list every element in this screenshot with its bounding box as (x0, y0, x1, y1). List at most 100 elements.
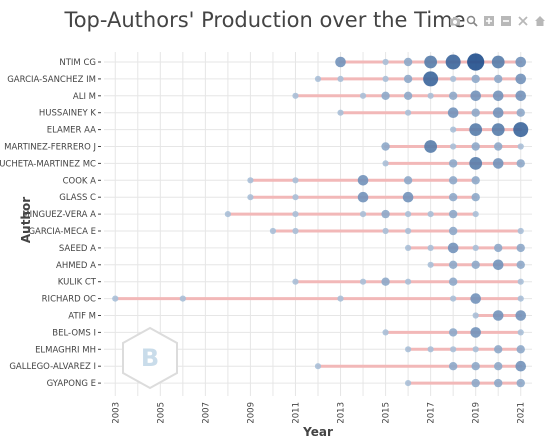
y-tick-label: KULIK CT (58, 278, 97, 288)
production-point (405, 109, 412, 116)
production-point (382, 329, 389, 336)
production-point (517, 143, 524, 150)
modebar (449, 12, 546, 27)
production-point (472, 312, 479, 319)
x-tick-label: 2019 (472, 402, 482, 424)
production-point (427, 92, 434, 99)
production-point (448, 362, 458, 371)
production-point (494, 345, 503, 354)
production-point (247, 177, 254, 184)
production-point (450, 295, 457, 302)
y-tick-label: AHMED A (56, 261, 96, 271)
production-point (448, 193, 458, 202)
production-point (450, 75, 457, 82)
zoom-icon[interactable] (466, 12, 478, 27)
production-point (447, 107, 459, 118)
production-point (515, 73, 527, 85)
production-point (405, 278, 412, 285)
y-tick-labels: NTIM CG GARCIA-SANCHEZ IM ALI M HUSSAINEY K… (0, 58, 101, 389)
production-point (403, 176, 413, 185)
production-point (359, 92, 367, 99)
production-point (515, 90, 527, 102)
production-point (450, 143, 457, 150)
y-tick-label: GLASS C (59, 193, 96, 203)
production-point (448, 260, 458, 269)
production-point (112, 295, 119, 302)
production-point (450, 126, 457, 133)
production-point (516, 378, 525, 388)
y-tick-label: ELAMER AA (47, 126, 96, 136)
camera-icon[interactable] (449, 12, 461, 26)
y-tick-label: SAEED A (59, 244, 96, 254)
production-point (405, 227, 412, 235)
production-point (403, 57, 413, 67)
production-point (424, 55, 438, 69)
production-point (515, 56, 527, 68)
y-tick-label: GARCIA-SANCHEZ IM (7, 75, 96, 85)
production-point (292, 194, 299, 201)
production-point (403, 91, 413, 101)
production-point (427, 346, 434, 353)
production-point (470, 293, 481, 304)
production-point (382, 75, 389, 82)
production-point (357, 175, 369, 186)
y-axis-title: Author (19, 197, 33, 243)
y-tick-label: BEL-OMS I (52, 328, 96, 338)
y-tick-label: HUSSAINEY K (39, 109, 97, 119)
production-point (494, 362, 503, 371)
production-point (471, 176, 480, 185)
production-point (472, 346, 479, 353)
production-point (337, 109, 344, 116)
y-tick-label: NTIM CG (59, 58, 96, 68)
zoom-out-icon[interactable] (500, 12, 512, 26)
production-point (314, 363, 322, 370)
production-point (337, 75, 344, 82)
y-tick-label: PUCHETA-MARTINEZ MC (0, 159, 96, 169)
production-point (292, 278, 299, 285)
production-point (335, 56, 346, 68)
production-point (382, 227, 389, 235)
y-tick-label: ALI M (73, 92, 96, 102)
production-point (492, 107, 504, 118)
production-point (314, 75, 322, 82)
production-point (381, 209, 390, 219)
production-point (492, 158, 504, 169)
production-point (224, 211, 231, 218)
zoom-in-icon[interactable] (483, 12, 495, 26)
production-point (517, 295, 524, 302)
autoscale-icon[interactable] (517, 12, 529, 26)
production-point (516, 345, 525, 354)
production-point (427, 244, 434, 251)
y-tick-label: MARTINEZ-FERRERO J (4, 143, 96, 153)
production-point (448, 159, 458, 168)
production-point (516, 243, 525, 253)
production-point (515, 360, 527, 372)
production-point (516, 159, 525, 168)
x-tick-label: 2017 (427, 402, 437, 424)
home-icon[interactable] (534, 12, 546, 26)
production-point (492, 90, 504, 102)
production-point (447, 242, 459, 254)
chart-title: Top-Authors' Production over the Time (64, 8, 466, 32)
svg-text:B: B (141, 344, 159, 372)
production-point (472, 211, 479, 218)
production-point (471, 74, 480, 84)
production-point (382, 58, 389, 66)
production-point (469, 157, 483, 170)
production-point (492, 259, 504, 271)
production-point (470, 327, 481, 338)
production-point (445, 54, 461, 70)
production-point (515, 310, 527, 321)
production-point (494, 74, 503, 84)
production-point (471, 378, 480, 388)
x-tick-labels: 2003 2005 2007 2009 2011 2013 2015 2017 2019 2021 (111, 402, 526, 424)
production-point (292, 177, 299, 184)
production-point (382, 160, 389, 167)
production-point (469, 123, 483, 136)
production-point (402, 191, 414, 203)
production-point (269, 227, 277, 235)
production-point (427, 261, 434, 268)
y-tick-label: RICHARD OC (42, 295, 96, 305)
production-point (448, 226, 458, 236)
